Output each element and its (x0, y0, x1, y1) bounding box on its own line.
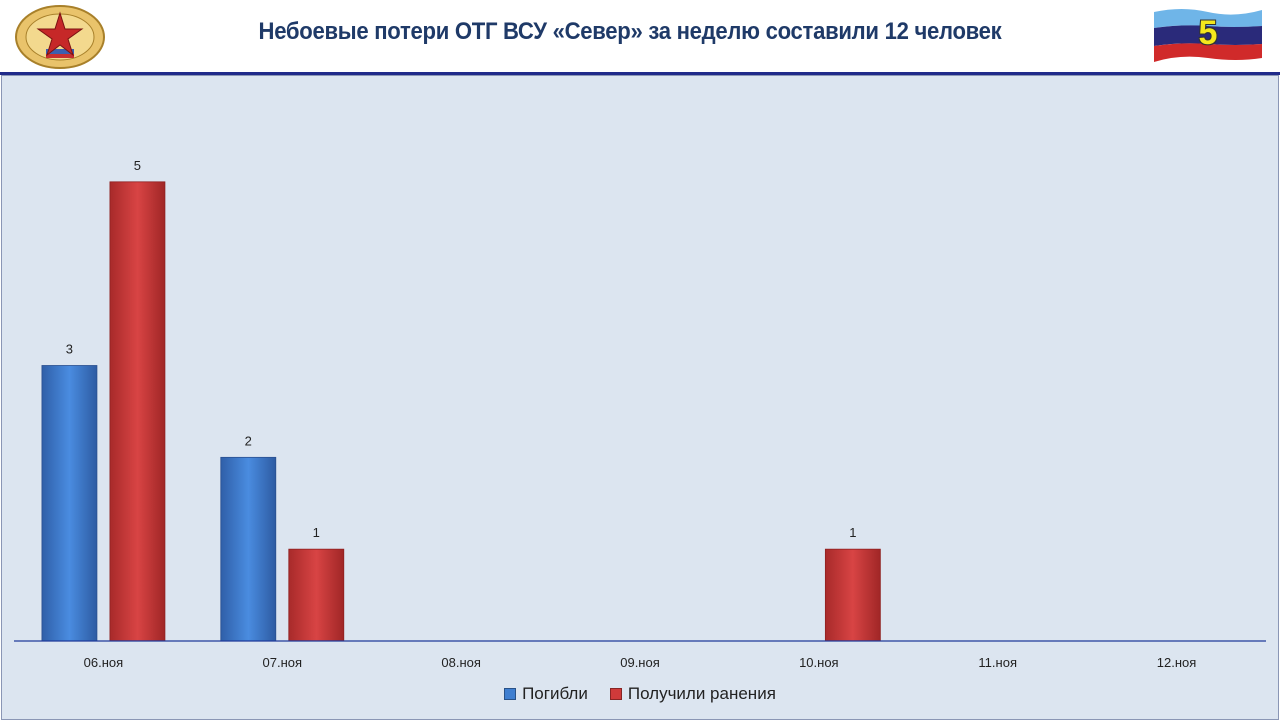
x-tick-label: 11.ноя (978, 655, 1017, 670)
header-divider (0, 72, 1280, 75)
data-label-killed-1: 2 (245, 433, 252, 448)
x-tick-label: 09.ноя (620, 655, 660, 670)
x-tick-label: 08.ноя (441, 655, 481, 670)
legend-item-killed: Погибли (504, 684, 588, 704)
legend-item-wounded: Получили ранения (609, 684, 776, 704)
x-tick-label: 10.ноя (799, 655, 839, 670)
legend-swatch-killed (504, 688, 517, 700)
bar-wounded-0 (109, 181, 166, 642)
slide-number: 5 (1198, 13, 1218, 52)
bar-killed-0 (41, 365, 98, 642)
legend-label-wounded: Получили ранения (627, 684, 776, 703)
x-tick-label: 06.ноя (84, 655, 124, 670)
lpr-emblem-icon (15, 5, 105, 69)
data-label-wounded-0: 5 (134, 158, 141, 173)
bar-wounded-1 (288, 548, 345, 642)
bar-wounded-4 (824, 548, 881, 642)
lpr-flag-icon (1154, 9, 1262, 62)
page-title: Небоевые потери ОТГ ВСУ «Север» за недел… (258, 18, 1002, 45)
legend-label-killed: Погибли (522, 684, 588, 703)
data-label-wounded-1: 1 (313, 525, 320, 540)
x-tick-label: 12.ноя (1157, 655, 1197, 670)
x-tick-label: 07.ноя (263, 655, 303, 670)
legend-swatch-wounded (609, 688, 622, 700)
data-label-wounded-4: 1 (849, 525, 856, 540)
data-label-killed-0: 3 (66, 342, 73, 357)
chart-panel (1, 75, 1279, 720)
chart-legend: Погибли Получили ранения (0, 684, 1280, 704)
bar-killed-1 (220, 456, 277, 642)
slide-header: Небоевые потери ОТГ ВСУ «Север» за недел… (0, 0, 1280, 72)
